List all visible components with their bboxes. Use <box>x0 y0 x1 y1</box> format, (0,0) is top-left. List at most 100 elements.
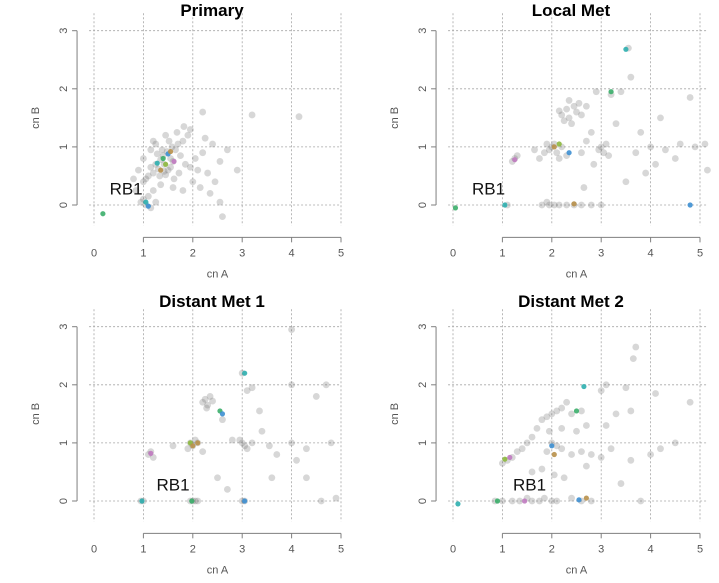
rb1-annotation: RB1 <box>472 180 505 199</box>
x-tick-label: 5 <box>338 543 344 555</box>
segment-point <box>612 120 620 128</box>
segment-point <box>568 120 575 128</box>
highlighted-point <box>502 202 508 208</box>
segment-point <box>553 407 561 415</box>
segment-point <box>179 187 187 194</box>
segment-point <box>686 94 694 101</box>
segment-point <box>312 393 320 400</box>
y-tick-label: 0 <box>58 202 70 208</box>
segment-point <box>186 126 194 133</box>
segment-point <box>194 166 202 174</box>
panel-distant-met-2: 0 1 2 3 4 5 cn A 0 1 2 3 cn B Distant Met 2 RB1 <box>389 292 708 576</box>
highlighted-point <box>494 498 501 504</box>
highlighted-point <box>512 157 518 163</box>
segment-point <box>582 422 590 429</box>
segment-point <box>216 158 224 165</box>
highlighted-point <box>573 408 580 414</box>
segment-point <box>214 474 221 482</box>
segment-point <box>173 128 181 136</box>
x-axis-label: cn A <box>566 268 588 280</box>
segment-point <box>199 108 207 116</box>
y-tick-label: 2 <box>58 86 70 92</box>
segment-point <box>223 485 231 493</box>
segment-point <box>540 494 548 502</box>
x-tick-label: 2 <box>549 247 555 259</box>
segment-point <box>575 99 583 107</box>
segment-point <box>540 149 548 157</box>
segment-point <box>170 175 178 183</box>
segment-point <box>273 451 281 458</box>
segment-point <box>573 427 580 435</box>
segment-point <box>140 178 147 186</box>
segment-point <box>553 149 561 157</box>
segment-point <box>553 497 561 505</box>
panel-primary: 0 1 2 3 4 5 cn A 0 1 2 3 cn B Primary RB1 <box>30 1 344 280</box>
segment-point <box>169 442 177 450</box>
segment-point <box>186 163 194 171</box>
segment-point <box>578 149 585 157</box>
x-axis-label: cn A <box>207 268 229 280</box>
segment-point <box>140 155 147 162</box>
segment-point <box>662 146 669 154</box>
highlighted-point <box>608 89 614 95</box>
segment-point <box>538 465 546 473</box>
x-tick-label: 5 <box>697 543 703 555</box>
highlighted-point <box>163 161 169 167</box>
highlighted-point <box>522 498 528 504</box>
x-tick-label: 1 <box>140 247 146 259</box>
segment-point <box>174 140 182 148</box>
segment-point <box>647 451 654 458</box>
segment-point <box>578 201 585 209</box>
x-tick-label: 1 <box>499 247 505 259</box>
segment-point <box>563 398 571 406</box>
segment-point <box>168 143 176 151</box>
segment-point <box>538 416 546 424</box>
segment-point <box>147 163 155 171</box>
segment-point <box>180 123 188 130</box>
segment-point <box>167 163 174 171</box>
segment-point <box>196 184 204 191</box>
segment-point <box>528 468 536 476</box>
x-tick-label: 0 <box>450 543 456 555</box>
panel-local-met: 0 1 2 3 4 5 cn A 0 1 2 3 cn B Local Met RB1 <box>389 1 711 280</box>
segment-point <box>322 381 330 389</box>
panel-title: Local Met <box>532 1 611 20</box>
segment-point <box>587 451 595 458</box>
segment-point <box>622 384 630 392</box>
segment-point <box>236 436 244 444</box>
segment-point <box>175 169 183 177</box>
segment-point <box>543 198 551 206</box>
segment-point <box>303 445 310 453</box>
segment-point <box>179 137 187 145</box>
segment-point <box>533 424 541 432</box>
highlighted-point <box>158 167 164 173</box>
x-tick-label: 4 <box>648 247 654 259</box>
highlighted-point <box>171 158 177 165</box>
y-tick-label: 1 <box>417 144 429 150</box>
segment-point <box>516 497 524 505</box>
segment-point <box>587 201 595 209</box>
highlighted-point <box>455 501 461 507</box>
segment-point <box>597 454 605 461</box>
y-tick-label: 3 <box>58 324 70 330</box>
segment-point <box>578 407 585 415</box>
x-tick-label: 0 <box>91 543 97 555</box>
segment-point <box>165 137 173 145</box>
segment-point <box>199 398 207 406</box>
segment-point <box>499 497 506 505</box>
segment-point <box>156 172 164 180</box>
segment-point <box>550 471 558 479</box>
highlighted-point <box>551 144 557 150</box>
highlighted-point <box>507 454 513 461</box>
segment-point <box>627 407 635 415</box>
segment-point <box>605 152 613 160</box>
segment-point <box>199 149 207 157</box>
segment-point <box>632 343 640 351</box>
y-tick-label: 2 <box>417 86 429 92</box>
segment-point <box>545 201 553 209</box>
segment-point <box>209 397 216 405</box>
segment-point <box>241 442 249 450</box>
segment-point <box>157 181 165 189</box>
segment-point <box>135 166 142 174</box>
segment-point <box>518 445 526 453</box>
